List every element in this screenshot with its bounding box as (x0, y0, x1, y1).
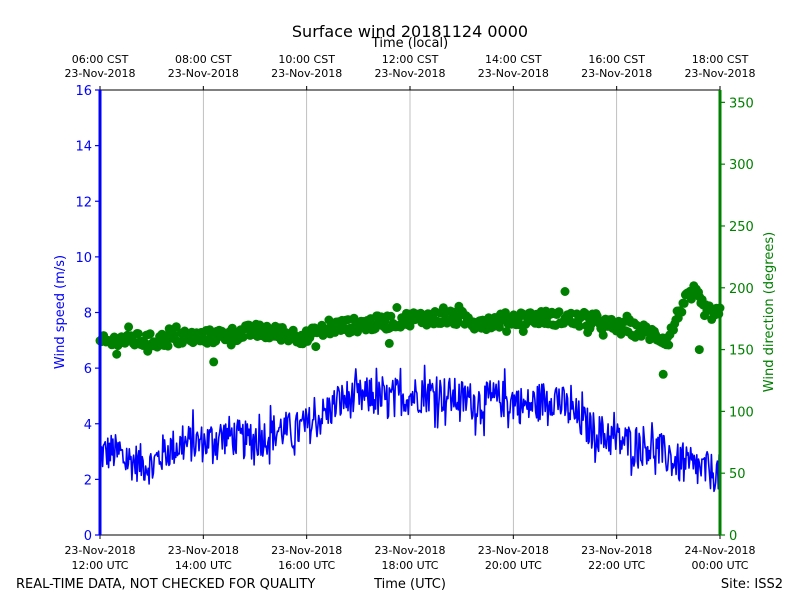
top-tick-date-3: 23-Nov-2018 (374, 67, 445, 80)
wind-direction-point (384, 338, 394, 348)
wind-direction-point (502, 326, 512, 336)
top-tick-time-1: 08:00 CST (175, 53, 232, 66)
left-tick-label-7: 14 (75, 140, 92, 155)
wind-direction-point (518, 327, 528, 336)
right-axis-label: Wind direction (degrees) (762, 232, 777, 392)
top-tick-time-6: 18:00 CST (692, 53, 749, 66)
wind-direction-point (124, 322, 134, 332)
bottom-tick-time-2: 16:00 UTC (278, 559, 335, 572)
wind-direction-point (163, 341, 173, 351)
right-tick-label-7: 350 (729, 96, 754, 111)
bottom-tick-date-6: 24-Nov-2018 (684, 544, 755, 557)
top-tick-time-5: 16:00 CST (588, 53, 645, 66)
bottom-tick-time-0: 12:00 UTC (71, 559, 128, 572)
top-tick-date-6: 23-Nov-2018 (684, 67, 755, 80)
bottom-tick-time-5: 22:00 UTC (588, 559, 645, 572)
top-tick-time-4: 14:00 CST (485, 53, 542, 66)
top-axis-label: Time (local) (371, 36, 448, 51)
left-tick-label-5: 10 (75, 251, 92, 266)
top-tick-date-5: 23-Nov-2018 (581, 67, 652, 80)
wind-direction-point (679, 298, 689, 308)
wind-direction-point (694, 345, 704, 355)
left-tick-label-0: 0 (84, 529, 92, 544)
wind-speed-line (99, 364, 721, 493)
left-tick-label-8: 16 (75, 84, 92, 99)
wind-direction-point (205, 325, 215, 335)
wind-direction-point (311, 342, 321, 352)
wind-direction-point (560, 287, 570, 296)
wind-direction-point (238, 332, 248, 342)
bottom-tick-date-3: 23-Nov-2018 (374, 544, 445, 557)
wind-direction-point (145, 329, 155, 339)
right-tick-label-2: 100 (729, 405, 754, 420)
wind-direction-point (453, 316, 463, 326)
bottom-tick-date-4: 23-Nov-2018 (478, 544, 549, 557)
bottom-tick-date-2: 23-Nov-2018 (271, 544, 342, 557)
left-tick-label-6: 12 (75, 195, 92, 210)
wind-direction-point (133, 329, 143, 339)
wind-direction-point (658, 369, 668, 379)
right-tick-label-4: 200 (729, 282, 754, 297)
left-axis-label: Wind speed (m/s) (53, 255, 68, 369)
top-tick-time-3: 12:00 CST (382, 53, 439, 66)
wind-direction-point (209, 357, 219, 367)
right-tick-label-1: 50 (729, 467, 746, 482)
right-tick-label-6: 300 (729, 158, 754, 173)
wind-direction-point (448, 307, 458, 317)
wind-speed-series (99, 364, 721, 493)
wind-direction-point (574, 321, 584, 331)
bottom-tick-date-0: 23-Nov-2018 (64, 544, 135, 557)
top-tick-date-0: 23-Nov-2018 (64, 67, 135, 80)
footer-disclaimer: REAL-TIME DATA, NOT CHECKED FOR QUALITY (16, 577, 315, 592)
bottom-tick-time-4: 20:00 UTC (485, 559, 542, 572)
right-tick-label-0: 0 (729, 529, 737, 544)
top-tick-time-2: 10:00 CST (278, 53, 335, 66)
wind-direction-point (392, 303, 402, 312)
left-axis-ticks: 0 2 4 6 8 10 12 14 16 (75, 84, 100, 544)
chart-title: Surface wind 20181124 0000 (292, 22, 528, 41)
wind-direction-point (598, 330, 608, 340)
bottom-tick-time-3: 18:00 UTC (381, 559, 438, 572)
bottom-tick-date-5: 23-Nov-2018 (581, 544, 652, 557)
bottom-axis-label: Time (UTC) (373, 577, 446, 592)
left-tick-label-2: 4 (84, 418, 92, 433)
wind-direction-point (677, 307, 687, 317)
bottom-tick-time-1: 14:00 UTC (175, 559, 232, 572)
right-axis-ticks: 0 50 100 150 200 250 300 350 (720, 96, 754, 544)
wind-direction-series (95, 281, 725, 379)
wind-direction-point (664, 340, 674, 350)
wind-direction-point (554, 307, 564, 317)
left-tick-label-4: 8 (84, 307, 92, 322)
bottom-tick-date-1: 23-Nov-2018 (168, 544, 239, 557)
bottom-tick-time-6: 00:00 UTC (691, 559, 748, 572)
bottom-axis-ticks: 23-Nov-2018 12:00 UTC 23-Nov-2018 14:00 UTC… (64, 535, 756, 572)
top-tick-time-0: 06:00 CST (72, 53, 129, 66)
right-tick-label-5: 250 (729, 220, 754, 235)
wind-direction-point (386, 311, 396, 321)
top-tick-date-4: 23-Nov-2018 (478, 67, 549, 80)
right-tick-label-3: 150 (729, 344, 754, 359)
site-label: Site: ISS2 (721, 577, 783, 592)
wind-direction-point (112, 349, 122, 359)
left-tick-label-1: 2 (84, 473, 92, 488)
left-tick-label-3: 6 (84, 362, 92, 377)
top-tick-date-2: 23-Nov-2018 (271, 67, 342, 80)
wind-direction-point (171, 322, 181, 332)
top-tick-date-1: 23-Nov-2018 (168, 67, 239, 80)
